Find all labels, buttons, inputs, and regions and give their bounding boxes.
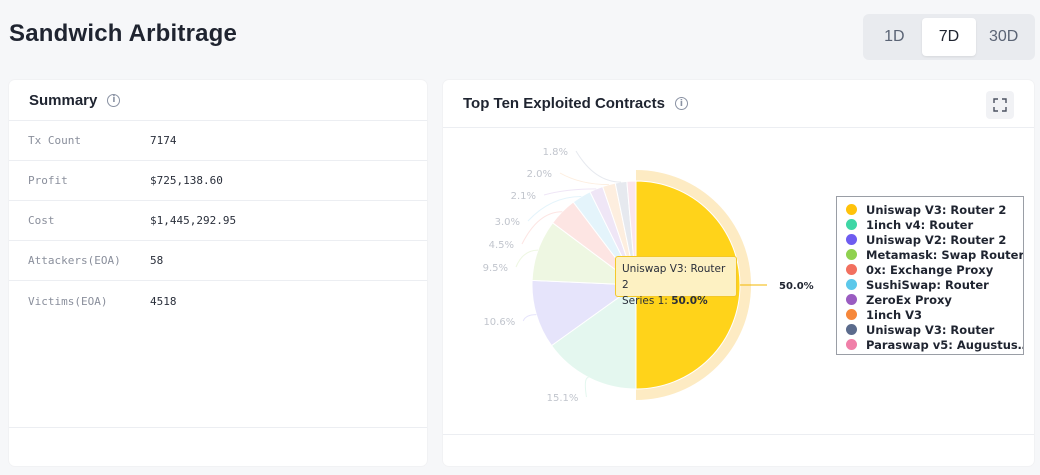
legend-dot-icon (846, 279, 857, 290)
legend-dot-icon (846, 234, 857, 245)
legend-dot-icon (846, 219, 857, 230)
legend-label: 1inch v4: Router (866, 217, 974, 232)
pie-leader-line (515, 249, 539, 268)
summary-value: $1,445,292.95 (150, 214, 237, 227)
summary-value: 4518 (150, 294, 177, 308)
legend-item[interactable]: Uniswap V2: Router 2 (846, 232, 1023, 247)
tooltip-value: 50.0% (671, 295, 708, 307)
tooltip-series: Series 1: (622, 295, 672, 307)
pie-percent-label: 2.0% (527, 169, 552, 180)
legend-label: Paraswap v5: Augustus… (866, 337, 1023, 352)
summary-value: 7174 (150, 134, 177, 147)
legend-label: Metamask: Swap Router (866, 247, 1023, 262)
summary-label: Attackers(EOA) (28, 254, 121, 267)
summary-value: $725,138.60 (150, 174, 223, 187)
summary-header: Summary i (9, 80, 427, 121)
pie-leader-line (527, 195, 582, 222)
legend-label: Uniswap V2: Router 2 (866, 232, 1007, 247)
summary-row-attackers: Attackers(EOA) 58 (9, 241, 427, 281)
expand-button[interactable] (986, 91, 1014, 119)
info-icon[interactable]: i (674, 97, 688, 110)
legend-dot-icon (846, 324, 857, 335)
legend-label: 1inch V3 (866, 307, 923, 322)
summary-row-tx-count: Tx Count 7174 (9, 121, 427, 161)
pie-leader-line (575, 150, 622, 183)
summary-label: Profit (28, 174, 68, 187)
legend-label: Uniswap V3: Router (866, 322, 995, 337)
pie-leader-line (521, 211, 563, 245)
pie-percent-label: 15.1% (547, 393, 579, 404)
contracts-footer-divider (443, 434, 1034, 435)
legend-item[interactable]: 1inch v4: Router (846, 217, 1023, 232)
pie-leader-line (522, 314, 537, 322)
pie-percent-label: 50.0% (779, 281, 814, 292)
pie-percent-label: 3.0% (495, 217, 520, 228)
summary-label: Cost (28, 214, 55, 227)
legend-dot-icon (846, 339, 857, 350)
pie-leader-line (584, 377, 589, 398)
pie-percent-label: 4.5% (489, 240, 514, 251)
legend-item[interactable]: SushiSwap: Router (846, 277, 1023, 292)
legend-label: 0x: Exchange Proxy (866, 262, 994, 277)
legend-dot-icon (846, 264, 857, 275)
legend-label: Uniswap V3: Router 2 (866, 202, 1007, 217)
pie-percent-label: 10.6% (483, 317, 515, 328)
summary-row-profit: Profit $725,138.60 (9, 161, 427, 201)
legend-item[interactable]: ZeroEx Proxy (846, 292, 1023, 307)
summary-row-victims: Victims(EOA) 4518 (9, 281, 427, 321)
legend-item[interactable]: 0x: Exchange Proxy (846, 262, 1023, 277)
legend-dot-icon (846, 294, 857, 305)
legend-dot-icon (846, 249, 857, 260)
contracts-header: Top Ten Exploited Contracts i (443, 80, 1034, 128)
info-icon[interactable]: i (107, 93, 121, 107)
legend-item[interactable]: Metamask: Swap Router (846, 247, 1023, 262)
legend-item[interactable]: Paraswap v5: Augustus… (846, 337, 1023, 352)
legend-label: SushiSwap: Router (866, 277, 989, 292)
legend-dot-icon (846, 204, 857, 215)
summary-label: Victims(EOA) (28, 294, 108, 308)
range-7d-button[interactable]: 7D (921, 18, 977, 56)
legend-dot-icon (846, 309, 857, 320)
time-range-selector: 1D 7D 30D (863, 14, 1035, 60)
chart-legend: Uniswap V3: Router 2 1inch v4: Router Unis… (836, 196, 1024, 355)
pie-slice[interactable] (550, 284, 637, 390)
summary-value: 58 (150, 254, 164, 267)
page-title: Sandwich Arbitrage (9, 20, 238, 47)
expand-icon (993, 98, 1007, 112)
legend-item[interactable]: Uniswap V3: Router 2 (846, 202, 1023, 217)
legend-label: ZeroEx Proxy (866, 292, 952, 307)
pie-leader-line (559, 172, 609, 186)
range-30d-button[interactable]: 30D (989, 28, 1019, 45)
pie-percent-label: 9.5% (483, 263, 508, 274)
tooltip-series-row: Series 1: 50.0% (622, 293, 730, 309)
summary-row-cost: Cost $1,445,292.95 (9, 201, 427, 241)
range-1d-button[interactable]: 1D (884, 28, 905, 45)
summary-title: Summary (29, 91, 98, 109)
pie-leader-line (543, 188, 597, 196)
summary-footer-divider (9, 427, 427, 428)
pie-percent-label: 2.1% (511, 191, 536, 202)
contracts-title: Top Ten Exploited Contracts (463, 95, 665, 112)
summary-label: Tx Count (28, 134, 81, 147)
summary-card: Summary i Tx Count 7174 Profit $725,138.… (9, 80, 427, 466)
chart-tooltip: Uniswap V3: Router 2 Series 1: 50.0% (615, 256, 737, 307)
pie-slice[interactable] (531, 279, 638, 347)
contracts-card: Top Ten Exploited Contracts i 50.0% 15.1%… (443, 80, 1034, 466)
pie-percent-label: 1.8% (543, 147, 568, 158)
legend-item[interactable]: 1inch V3 (846, 307, 1023, 322)
legend-item[interactable]: Uniswap V3: Router (846, 322, 1023, 337)
tooltip-name: Uniswap V3: Router 2 (622, 263, 726, 291)
